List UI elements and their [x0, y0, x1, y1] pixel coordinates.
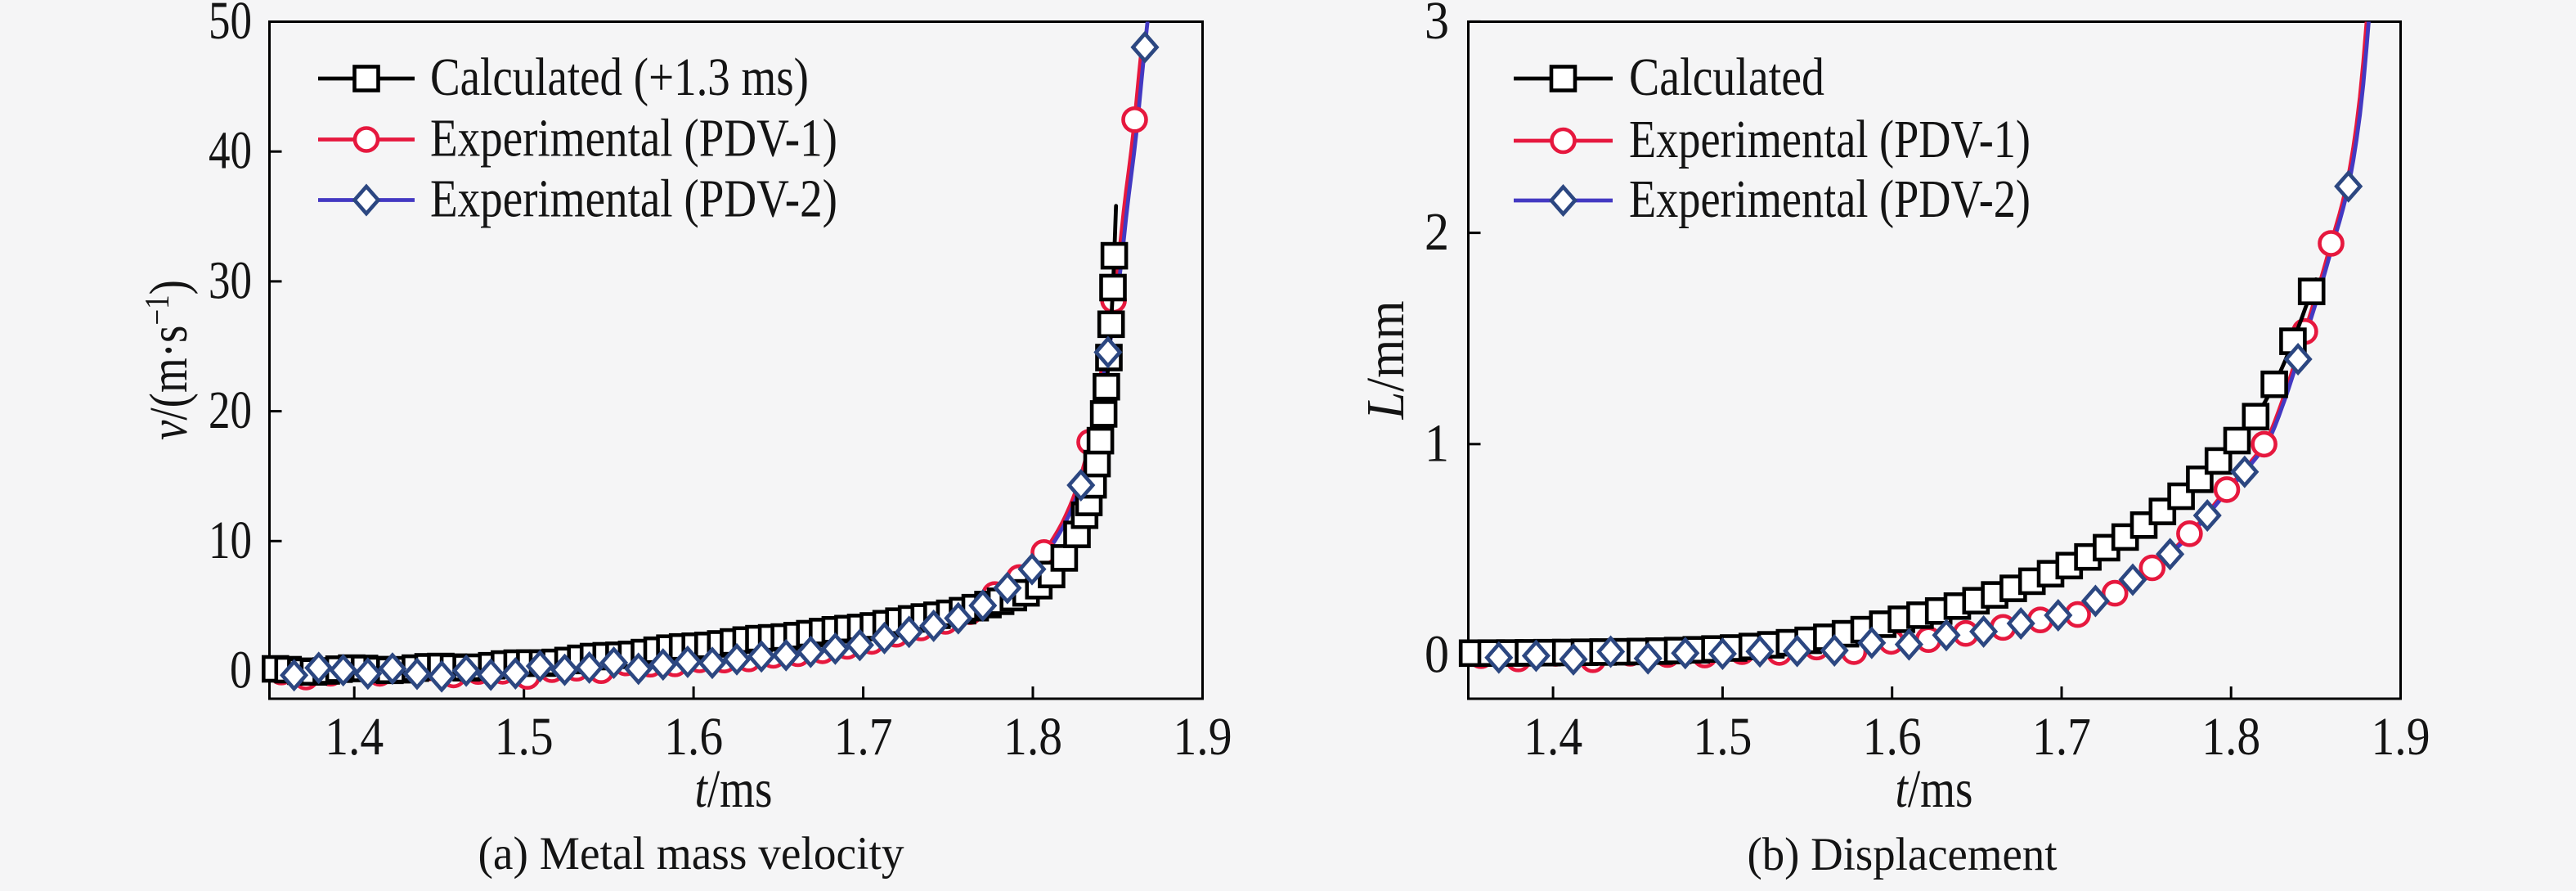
svg-text:10: 10 [209, 511, 252, 570]
svg-text:Calculated: Calculated [1629, 47, 1824, 107]
svg-text:20: 20 [209, 380, 252, 440]
svg-text:L/mm: L/mm [1356, 301, 1416, 421]
svg-text:2: 2 [1425, 202, 1449, 262]
svg-text:1.4: 1.4 [325, 707, 384, 767]
svg-text:t/ms: t/ms [695, 759, 773, 819]
svg-text:Experimental (PDV-2): Experimental (PDV-2) [1629, 169, 2031, 229]
svg-text:0: 0 [230, 641, 252, 700]
svg-text:50: 50 [209, 0, 252, 51]
svg-text:1.7: 1.7 [2032, 707, 2091, 767]
svg-text:1.6: 1.6 [1863, 707, 1922, 767]
svg-text:1.7: 1.7 [834, 707, 893, 767]
svg-text:0: 0 [1425, 625, 1449, 685]
svg-text:1.8: 1.8 [1003, 707, 1062, 767]
svg-text:(a) Metal mass velocity: (a) Metal mass velocity [478, 828, 904, 880]
svg-text:1.5: 1.5 [495, 707, 554, 767]
svg-text:1: 1 [1425, 413, 1449, 473]
svg-text:Calculated (+1.3 ms): Calculated (+1.3 ms) [430, 47, 809, 107]
svg-text:1.8: 1.8 [2201, 707, 2260, 767]
svg-text:(b) Displacement: (b) Displacement [1748, 829, 2058, 880]
svg-text:1.9: 1.9 [1174, 707, 1232, 767]
svg-text:1.6: 1.6 [664, 707, 723, 767]
svg-text:1.4: 1.4 [1524, 707, 1582, 767]
svg-text:Experimental (PDV-1): Experimental (PDV-1) [1629, 110, 2031, 169]
svg-text:1.5: 1.5 [1693, 707, 1752, 767]
svg-text:1.9: 1.9 [2372, 707, 2430, 767]
svg-text:3: 3 [1425, 0, 1449, 51]
svg-text:Experimental (PDV-2): Experimental (PDV-2) [430, 169, 837, 229]
svg-text:30: 30 [209, 250, 252, 310]
svg-text:Experimental (PDV-1): Experimental (PDV-1) [430, 109, 837, 169]
svg-text:t/ms: t/ms [1896, 759, 1973, 819]
svg-text:40: 40 [209, 121, 252, 181]
